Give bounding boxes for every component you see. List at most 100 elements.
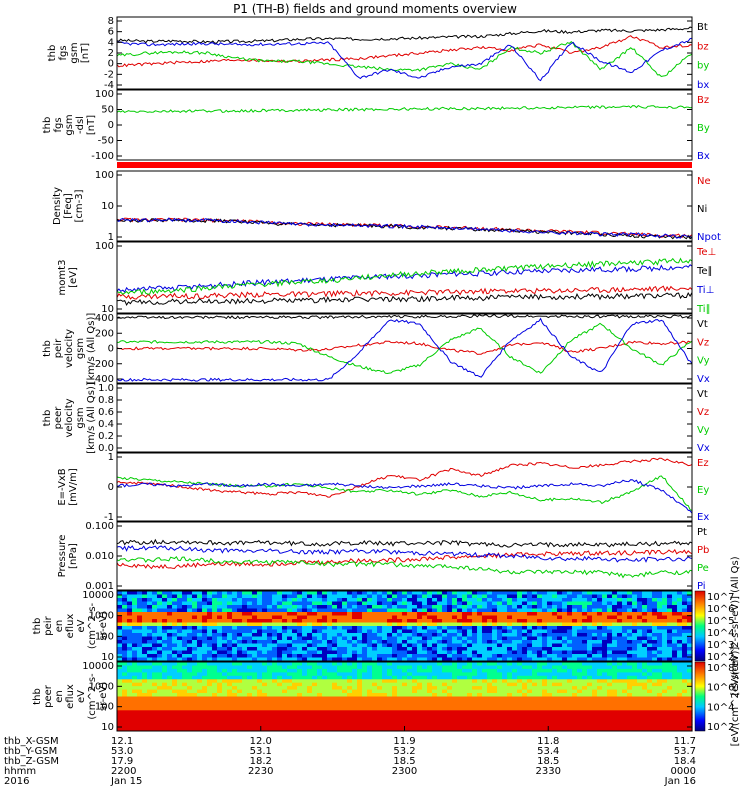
spectrogram-cell (347, 608, 353, 613)
spectrogram-cell (222, 665, 228, 670)
spectrogram-cell (432, 612, 438, 617)
spectrogram-cell (457, 657, 463, 662)
spectrogram-cell (482, 650, 488, 655)
spectrogram-cell (432, 626, 438, 631)
spectrogram-cell (177, 679, 183, 684)
spectrogram-cell (477, 672, 483, 677)
spectrogram-cell (447, 615, 453, 620)
spectrogram-cell (487, 608, 493, 613)
spectrogram-cell (247, 626, 253, 631)
spectrogram-cell (357, 594, 363, 599)
spectrogram-cell (162, 696, 168, 701)
spectrogram-cell (292, 706, 298, 711)
spectrogram-cell (627, 647, 633, 652)
spectrogram-cell (337, 622, 343, 627)
spectrogram-cell (127, 640, 133, 645)
spectrogram-cell (277, 608, 283, 613)
spectrogram-cell (312, 724, 318, 729)
spectrogram-cell (412, 727, 418, 732)
spectrogram-cell (167, 591, 173, 596)
spectrogram-cell (537, 686, 543, 691)
spectrogram-cell (357, 682, 363, 687)
spectrogram-cell (592, 619, 598, 624)
spectrogram-cell (302, 727, 308, 732)
spectrogram-cell (247, 679, 253, 684)
y-axis-label: sr-eV) (98, 611, 109, 640)
spectrogram-cell (262, 612, 268, 617)
spectrogram-cell (622, 727, 628, 732)
spectrogram-cell (387, 643, 393, 648)
y-axis-label: [nT] (80, 43, 91, 63)
spectrogram-cell (282, 713, 288, 718)
spectrogram-cell (437, 650, 443, 655)
spectrogram-cell (552, 608, 558, 613)
spectrogram-cell (217, 605, 223, 610)
spectrogram-cell (647, 629, 653, 634)
spectrogram-cell (642, 689, 648, 694)
spectrogram-cell (207, 696, 213, 701)
spectrogram-cell (607, 636, 613, 641)
spectrogram-cell (432, 605, 438, 610)
spectrogram-cell (257, 626, 263, 631)
y-axis-label: eflux (65, 684, 76, 709)
spectrogram-cell (517, 672, 523, 677)
spectrogram-cell (622, 665, 628, 670)
spectrogram-cell (242, 689, 248, 694)
spectrogram-cell (312, 668, 318, 673)
spectrogram-cell (422, 710, 428, 715)
spectrogram-cell (362, 665, 368, 670)
spectrogram-cell (242, 682, 248, 687)
spectrogram-cell (162, 615, 168, 620)
spectrogram-cell (687, 675, 693, 680)
spectrogram-cell (407, 605, 413, 610)
spectrogram-cell (217, 696, 223, 701)
spectrogram-cell (177, 724, 183, 729)
spectrogram-cell (332, 682, 338, 687)
spectrogram-cell (257, 710, 263, 715)
spectrogram-cell (547, 727, 553, 732)
spectrogram-cell (142, 647, 148, 652)
spectrogram-cell (317, 643, 323, 648)
spectrogram-cell (352, 640, 358, 645)
spectrogram-cell (557, 640, 563, 645)
spectrogram-cell (167, 700, 173, 704)
spectrogram-cell (627, 605, 633, 610)
y-axis-label: thb (32, 618, 43, 635)
spectrogram-cell (432, 668, 438, 673)
spectrogram-cell (437, 591, 443, 596)
spectrogram-cell (432, 654, 438, 659)
legend-entry: Vx (697, 374, 710, 385)
spectrogram-cell (462, 636, 468, 641)
spectrogram-cell (372, 650, 378, 655)
spectrogram-cell (422, 594, 428, 599)
spectrogram-cell (217, 720, 223, 725)
spectrogram-cell (497, 608, 503, 613)
spectrogram-cell (412, 650, 418, 655)
spectrogram-cell (312, 657, 318, 662)
spectrogram-cell (257, 696, 263, 701)
spectrogram-cell (217, 591, 223, 596)
spectrogram-cell (362, 636, 368, 641)
y-tick-label: 10 (101, 722, 114, 733)
spectrogram-cell (232, 710, 238, 715)
spectrogram-cell (482, 598, 488, 603)
spectrogram-cell (157, 724, 163, 729)
spectrogram-cell (592, 710, 598, 715)
spectrogram-cell (137, 682, 143, 687)
spectrogram-cell (527, 657, 533, 662)
spectrogram-cell (627, 643, 633, 648)
spectrogram-cell (532, 686, 538, 691)
spectrogram-cell (217, 643, 223, 648)
spectrogram-cell (652, 650, 658, 655)
spectrogram-cell (307, 605, 313, 610)
spectrogram-cell (547, 640, 553, 645)
spectrogram-cell (377, 679, 383, 684)
spectrogram-cell (332, 615, 338, 620)
spectrogram-cell (197, 640, 203, 645)
spectrogram-cell (212, 717, 218, 722)
spectrogram-cell (197, 665, 203, 670)
spectrogram-cell (417, 679, 423, 684)
spectrogram-cell (562, 622, 568, 627)
spectrogram-cell (472, 640, 478, 645)
spectrogram-cell (317, 626, 323, 631)
